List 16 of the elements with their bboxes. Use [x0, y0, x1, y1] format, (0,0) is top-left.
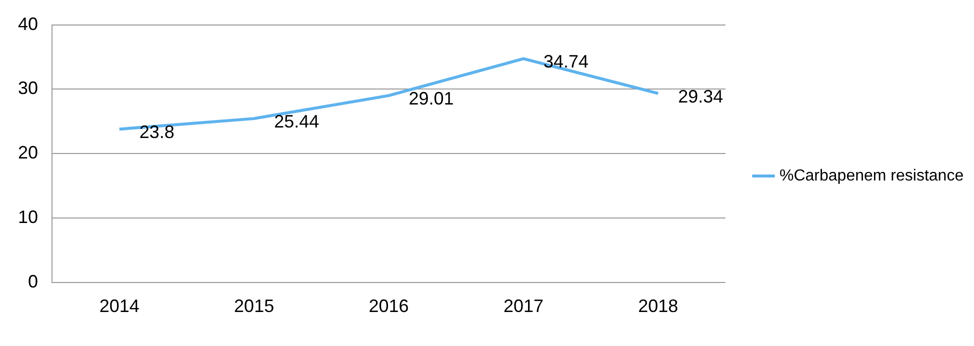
x-tick-label: 2018	[638, 296, 678, 316]
x-tick-label: 2016	[368, 296, 409, 316]
y-tick-label: 30	[18, 78, 38, 98]
x-tick-label: 2017	[503, 296, 544, 316]
data-label: 29.01	[408, 88, 454, 109]
y-tick-label: 40	[18, 14, 38, 34]
y-tick-label: 20	[18, 142, 38, 163]
data-label: 29.34	[678, 86, 724, 106]
x-tick-label: 2014	[99, 296, 140, 316]
x-tick-label: 2015	[234, 296, 274, 316]
y-tick-label: 0	[28, 271, 38, 292]
data-label: 23.8	[139, 122, 174, 142]
data-label: 34.74	[543, 52, 589, 72]
data-label: 25.44	[274, 112, 320, 132]
legend-label: %Carbapenem resistance	[780, 167, 964, 184]
y-tick-label: 10	[18, 206, 38, 227]
